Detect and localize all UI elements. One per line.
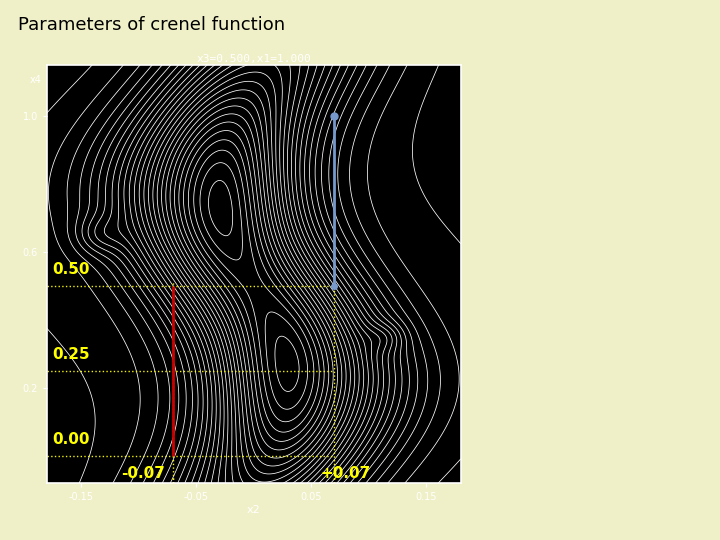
Text: -0.07: -0.07 — [122, 466, 166, 481]
X-axis label: x2: x2 — [247, 505, 261, 515]
Text: +0.07: +0.07 — [320, 466, 371, 481]
Title: x3=0.500,x1=1.000: x3=0.500,x1=1.000 — [197, 54, 311, 64]
Text: 0.25: 0.25 — [53, 347, 90, 362]
Text: Parameters of crenel function: Parameters of crenel function — [18, 16, 285, 34]
Text: 0.50: 0.50 — [53, 262, 90, 277]
Text: 0.00: 0.00 — [53, 432, 90, 447]
Text: x4: x4 — [30, 75, 42, 85]
